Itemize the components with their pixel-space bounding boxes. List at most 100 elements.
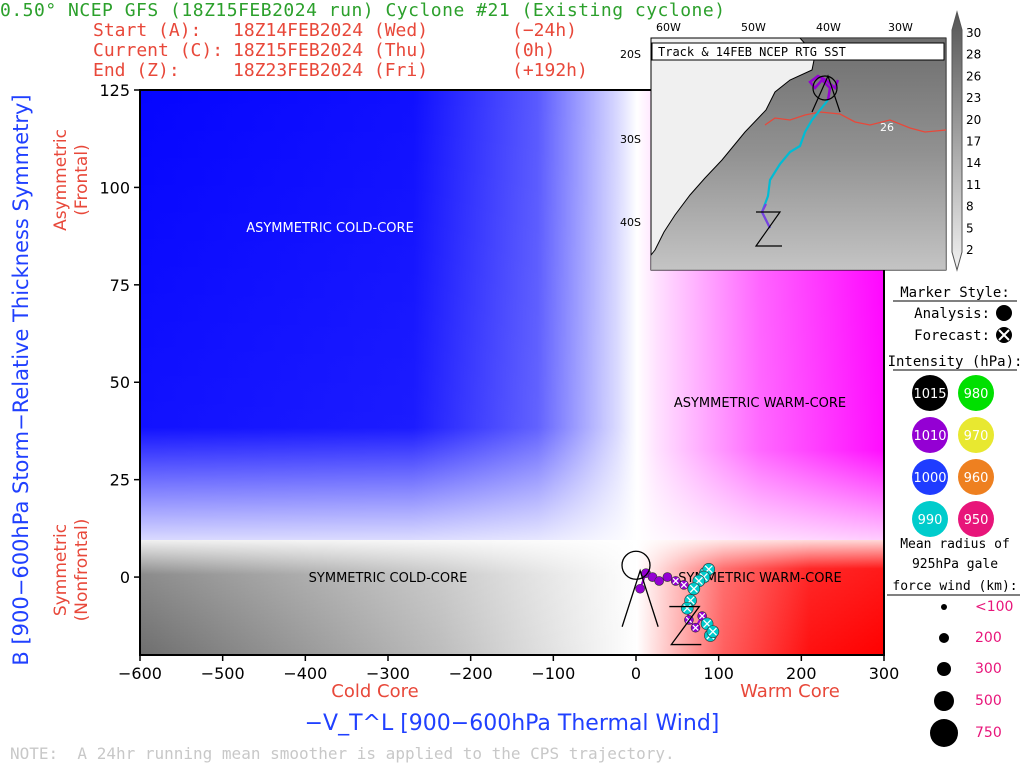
- marker-current-c: [621, 550, 651, 580]
- radius-dot: [939, 633, 949, 643]
- inset-lon-label: 40W: [816, 21, 841, 34]
- start-label: Start (A):: [93, 20, 202, 41]
- marker-end-z: [669, 605, 702, 646]
- inset-lat-label: 20S: [620, 48, 641, 61]
- intensity-value: 960: [964, 471, 989, 486]
- colorbar-tick-label: 2: [966, 243, 974, 257]
- legend: Marker Style: Analysis: Forecast: Intens…: [887, 285, 1022, 747]
- y-label-asymmetric: Asymmetric: [51, 129, 71, 231]
- trajectory-forecast-cross: [680, 581, 688, 589]
- colorbar-tick-label: 14: [966, 156, 981, 170]
- inset-lon-label: 50W: [741, 21, 766, 34]
- colorbar-tick-label: 30: [966, 26, 981, 40]
- intensity-swatch: [958, 375, 994, 411]
- chart-title: 0.50° NCEP GFS (18Z15FEB2024 run) Cyclon…: [0, 0, 726, 21]
- legend-radius-sizes: <100 200 300 500 750: [930, 599, 1013, 747]
- radius-value: 300: [975, 661, 1002, 677]
- radius-value: 750: [975, 725, 1002, 741]
- inset-lon-label: 60W: [656, 21, 681, 34]
- quadrant-label-asym-cold: ASYMMETRIC COLD-CORE: [246, 221, 414, 236]
- inset-marker-c: [812, 75, 838, 101]
- legend-radius-title-3: force wind (km):: [892, 579, 1017, 594]
- trajectory-forecast-cross: [672, 577, 679, 585]
- legend-radius-title-2: 925hPa gale: [912, 557, 998, 572]
- inset-title: Track & 14FEB NCEP RTG SST: [658, 45, 846, 59]
- intensity-swatch: [958, 459, 994, 495]
- colorbar-tick-label: 20: [966, 113, 981, 127]
- colorbar-tick-label: 8: [966, 200, 974, 214]
- inset-track-forecast: [760, 99, 829, 229]
- legend-radius-title-1: Mean radius of: [900, 537, 1010, 552]
- legend-marker-title: Marker Style:: [900, 285, 1010, 301]
- colorbar-tick-label: 26: [966, 69, 981, 83]
- intensity-swatch: [912, 375, 948, 411]
- inset-isotherm-label: 26: [880, 121, 894, 134]
- start-offset: (−24h): [512, 20, 578, 41]
- quadrant-label-asym-warm: ASYMMETRIC WARM-CORE: [674, 396, 846, 411]
- x-tick-label: 300: [869, 664, 900, 683]
- current-label: Current (C):: [93, 40, 224, 61]
- y-tick-label: 0: [120, 568, 130, 587]
- intensity-value: 980: [964, 387, 989, 402]
- colorbar-tick-label: 23: [966, 91, 981, 105]
- x-label-warm-core: Warm Core: [740, 681, 840, 702]
- legend-forecast-marker: [996, 327, 1012, 343]
- inset-land: [650, 37, 816, 257]
- intensity-swatch: [912, 417, 948, 453]
- y-label-symmetric: Symmetric: [51, 524, 71, 616]
- end-offset: (+192h): [512, 60, 588, 81]
- intensity-value: 970: [964, 429, 989, 444]
- colorbar-tick-label: 11: [966, 178, 981, 192]
- intensity-swatch: [958, 417, 994, 453]
- intensity-swatch: [912, 459, 948, 495]
- x-axis-title: −V_T^L [900−600hPa Thermal Wind]: [305, 711, 720, 736]
- current-offset: (0h): [512, 40, 556, 61]
- radius-value: <100: [975, 599, 1013, 615]
- legend-analysis-label: Analysis:: [914, 306, 990, 322]
- inset-track-analysis: [808, 74, 840, 101]
- inset-isotherm-26: [764, 111, 947, 133]
- y-tick-label: 75: [110, 276, 130, 295]
- inset-marker-z: [754, 211, 782, 247]
- inset-lon-label: 30W: [888, 21, 913, 34]
- radius-dot: [937, 662, 951, 676]
- trajectory-forecast-cross: [698, 612, 706, 620]
- current-time: 18Z15FEB2024 (Thu): [233, 40, 429, 61]
- y-tick-label: 100: [99, 178, 130, 197]
- intensity-value: 1000: [913, 471, 946, 486]
- quadrant-label-sym-warm: SYMMETRIC WARM-CORE: [678, 571, 841, 586]
- start-time: 18Z14FEB2024 (Wed): [233, 20, 429, 41]
- trajectory-forecast-cross: [708, 627, 717, 636]
- marker-start-a: [621, 568, 659, 627]
- intensity-value: 990: [918, 513, 943, 528]
- colorbar-tick-label: 28: [966, 48, 981, 62]
- y-axis-title: B [900−600hPa Storm−Relative Thickness S…: [9, 94, 33, 665]
- x-label-cold-core: Cold Core: [331, 681, 418, 702]
- radius-dot: [930, 719, 958, 747]
- trajectory-forecast-cross: [683, 604, 692, 613]
- x-axis-ticks: −600 −500 −400 −300 −200 −100 0 100 200 300: [118, 655, 899, 683]
- trajectory-forecast-cross: [703, 619, 712, 628]
- radius-dot: [934, 691, 954, 711]
- trajectory-point: [662, 572, 673, 582]
- x-tick-label: −600: [118, 664, 162, 683]
- legend-forecast-label: Forecast:: [914, 328, 990, 344]
- x-tick-label: −400: [283, 664, 327, 683]
- trajectory-point: [635, 583, 645, 594]
- radius-value: 500: [975, 693, 1002, 709]
- trajectory-forecast-cross: [689, 584, 698, 593]
- legend-intensity-title: Intensity (hPa):: [888, 354, 1023, 370]
- inset-colorbar: [951, 10, 963, 272]
- trajectory-forecast-cross: [692, 624, 699, 631]
- inset-marker-a: [811, 74, 841, 113]
- trajectory-point: [654, 576, 664, 586]
- legend-analysis-marker: [996, 305, 1012, 321]
- plot-frame: [139, 89, 885, 656]
- colorbar-tick-label: 17: [966, 135, 981, 149]
- radius-value: 200: [975, 630, 1002, 646]
- inset-lat-label: 30S: [620, 133, 641, 146]
- intensity-value: 1010: [913, 429, 946, 444]
- colorbar-tick-label: 5: [966, 221, 974, 235]
- legend-intensity-swatches: 1015 980 1010 970 1000 960 990 950: [912, 375, 994, 537]
